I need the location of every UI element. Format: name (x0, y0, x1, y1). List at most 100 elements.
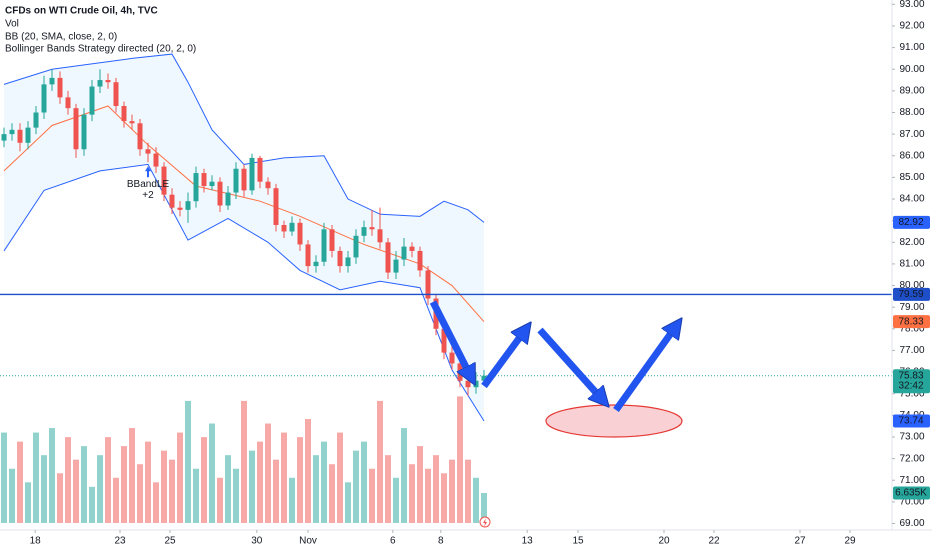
candle-body (121, 106, 127, 122)
volume-bar (41, 455, 47, 523)
candle-body (161, 166, 167, 195)
x-tick-label: 29 (844, 536, 856, 547)
volume-bar (177, 432, 183, 523)
candle-body (33, 112, 39, 128)
volume-bar (457, 396, 463, 523)
y-tick-label: 78.00 (899, 323, 924, 334)
y-tick-label: 79.00 (899, 302, 924, 313)
candle-body (217, 181, 223, 206)
price-tag (893, 215, 930, 229)
price-tag-label: 82.92 (898, 217, 923, 228)
signal-label: BBandLE (127, 179, 170, 190)
volume-bar (25, 482, 31, 523)
y-tick-label: 86.00 (899, 150, 924, 161)
candle-body (129, 121, 135, 124)
price-tag-label: 75.83 (898, 370, 923, 381)
countdown: 32:42 (898, 380, 923, 391)
y-tick-label: 70.00 (899, 497, 924, 508)
x-tick-label: 30 (251, 536, 263, 547)
candle-body (353, 235, 359, 258)
candle-body (185, 201, 191, 210)
volume-bar (337, 432, 343, 523)
alert-bolt (483, 518, 487, 527)
volume-bar (393, 477, 399, 523)
candle-body (249, 157, 255, 191)
candle-body (9, 129, 15, 135)
volume-bar (329, 464, 335, 523)
y-tick-label: 91.00 (899, 42, 924, 53)
volume-bar (257, 441, 263, 523)
target-ellipse (545, 404, 683, 438)
y-tick-label: 85.00 (899, 172, 924, 183)
candle-body (345, 257, 351, 267)
volume-bar (129, 428, 135, 523)
candle-body (369, 227, 375, 230)
volume-bar (81, 446, 87, 523)
candle-body (313, 261, 319, 267)
candle-body (201, 173, 207, 187)
volume-bar (1, 432, 7, 523)
signal-qty: +2 (142, 190, 154, 201)
volume-tag (893, 486, 930, 500)
candle-body (81, 114, 87, 150)
candle-body (177, 207, 183, 210)
volume-bar (233, 468, 239, 523)
volume-bar (113, 477, 119, 523)
bb-upper (3, 53, 485, 223)
bb-middle (3, 105, 485, 323)
price-tag-label: 79.59 (898, 289, 923, 300)
price-tag (893, 315, 930, 329)
y-tick-label: 75.00 (899, 388, 924, 399)
arrow-path (429, 300, 674, 413)
volume-tag-label: 6.635K (895, 488, 927, 499)
volume-bar (369, 468, 375, 523)
candle-body (337, 250, 343, 267)
candle-body (297, 222, 303, 245)
price-tag-label: 73.74 (898, 416, 923, 427)
x-tick-label: 13 (522, 536, 534, 547)
volume-bar (401, 428, 407, 523)
candle-body (153, 153, 159, 167)
volume-bar (17, 441, 23, 523)
volume-bar (249, 450, 255, 523)
symbol-title: CFDs on WTI Crude Oil, 4h, TVC (5, 6, 158, 17)
y-tick-label: 72.00 (899, 453, 924, 464)
volume-bar (97, 455, 103, 523)
volume-bar (377, 400, 383, 523)
volume-bar (425, 468, 431, 523)
volume-bar (49, 428, 55, 523)
indicator-label: BB (20, SMA, close, 2, 0) (5, 32, 117, 43)
candle-body (281, 224, 287, 232)
y-tick-label: 90.00 (899, 64, 924, 75)
x-tick-label: 6 (390, 536, 396, 547)
volume-bar (297, 437, 303, 523)
candle-body (65, 97, 71, 109)
x-tick-label: 8 (438, 536, 444, 547)
volume-bar (89, 486, 95, 523)
volume-bar (65, 437, 71, 523)
volume-bar (433, 455, 439, 523)
volume-bar (201, 437, 207, 523)
volume-bar (241, 400, 247, 523)
volume-bar (137, 464, 143, 523)
volume-bar (217, 477, 223, 523)
candle-body (473, 380, 479, 388)
price-tag (893, 369, 930, 394)
indicator-label: Bollinger Bands Strategy directed (20, 2… (5, 44, 196, 55)
candle-body (105, 80, 111, 83)
y-tick-label: 80.00 (899, 280, 924, 291)
volume-bar (193, 468, 199, 523)
volume-bar (145, 441, 151, 523)
x-tick-label: Nov (299, 536, 317, 547)
legend: CFDs on WTI Crude Oil, 4h, TVC Vol BB (2… (5, 6, 196, 55)
candle-body (361, 227, 367, 236)
x-tick-label: 15 (572, 536, 584, 547)
candle-body (393, 259, 399, 273)
candle-body (417, 250, 423, 271)
candle-body (225, 192, 231, 206)
candle-body (57, 77, 63, 98)
indicator-label: Vol (5, 19, 19, 30)
candle-body (209, 181, 215, 187)
candle-body (233, 168, 239, 193)
